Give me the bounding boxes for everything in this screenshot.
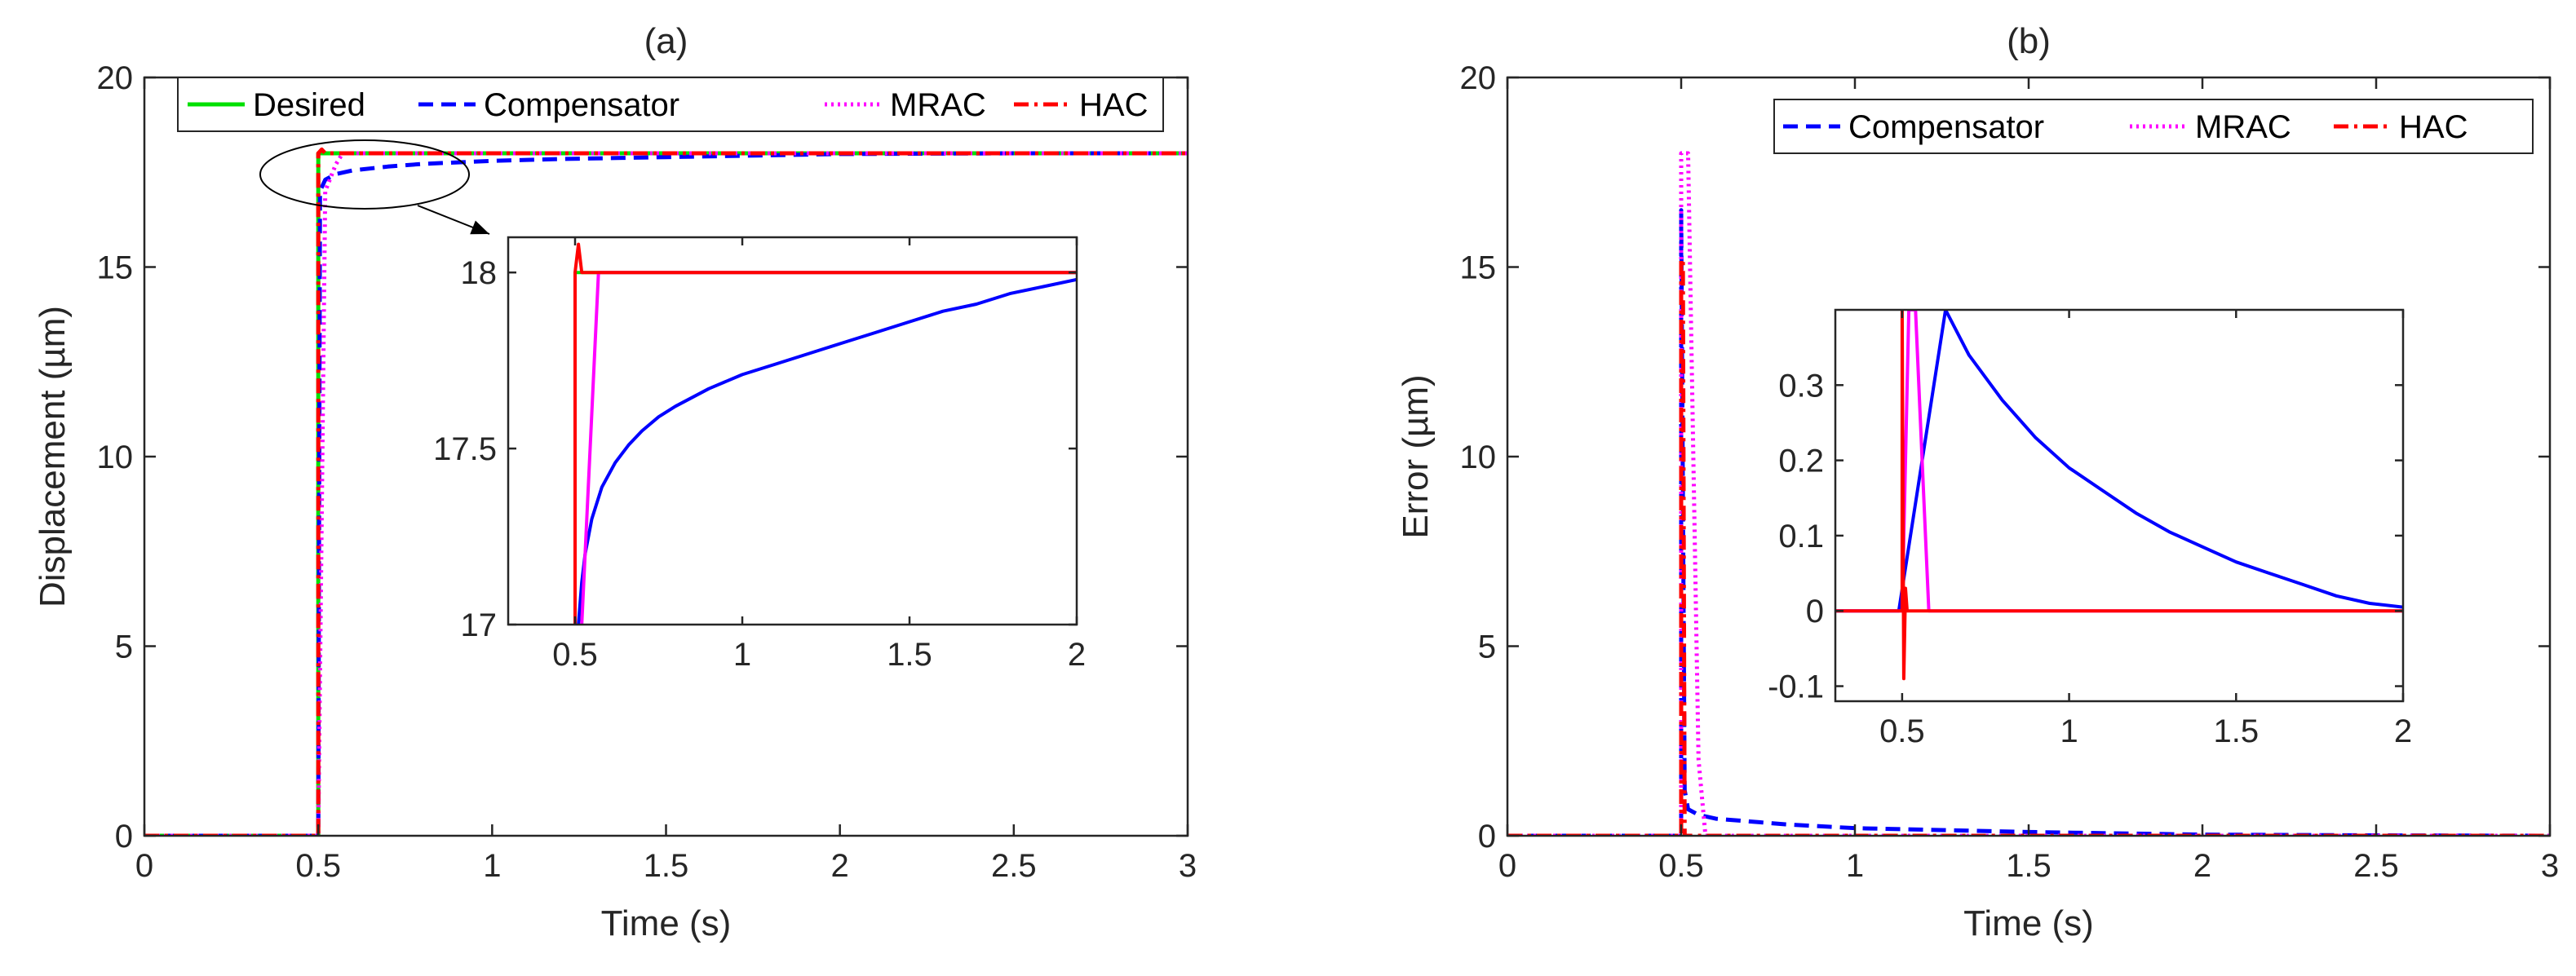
chart-a-xtick-label: 0.5 xyxy=(295,848,341,884)
chart-a-ytick-label: 20 xyxy=(97,60,134,96)
chart-a-xtick-label: 1 xyxy=(483,848,501,884)
chart-a-xtick-label: 1.5 xyxy=(644,848,689,884)
chart-a-ytick-label: 0 xyxy=(115,819,133,855)
chart-b-legend-label: HAC xyxy=(2399,109,2468,145)
chart-a-inset-series-hac xyxy=(573,242,1077,625)
chart-a-inset-xtick-label: 2 xyxy=(1068,637,1086,673)
chart-b-inset-ytick-label: -0.1 xyxy=(1768,669,1824,705)
chart-b-series-compensator xyxy=(1507,208,2550,836)
chart-b-xlabel: Time (s) xyxy=(1963,903,2094,943)
chart-b-inset-ytick-label: 0.2 xyxy=(1778,444,1824,479)
chart-a-series-hac xyxy=(144,147,1188,836)
chart-a-xtick-label: 3 xyxy=(1179,848,1197,884)
chart-a-inset-ytick-label: 17.5 xyxy=(433,431,497,467)
chart-b-inset-ytick-label: 0.1 xyxy=(1778,519,1824,554)
chart-b-legend: Compensator MRAC HAC xyxy=(1773,99,2534,154)
chart-a-zoom-ellipse xyxy=(259,139,470,210)
chart-b-inset-frame xyxy=(1834,308,2405,703)
chart-a-inset-ytick-label: 18 xyxy=(461,255,498,291)
chart-a-title: (a) xyxy=(644,21,688,61)
chart-b-ytick-label: 5 xyxy=(1478,629,1496,665)
chart-a-inset-xtick-label: 1.5 xyxy=(887,637,932,673)
chart-b-xtick-label: 2.5 xyxy=(2353,848,2399,884)
chart-b-inset: 0.5 1 1.5 2 -0.1 0 0.1 0.2 0.3 xyxy=(1768,308,2412,749)
chart-b-xtick-label: 0 xyxy=(1498,848,1516,884)
chart-a-xtick-label: 2.5 xyxy=(991,848,1037,884)
chart-b-title: (b) xyxy=(2007,21,2051,61)
chart-b-legend-box xyxy=(1773,99,2534,154)
chart-b-legend-label: Compensator xyxy=(1848,109,2044,145)
chart-b-xtick-label: 2 xyxy=(2193,848,2211,884)
chart-b-inset-xtick-label: 1 xyxy=(2060,713,2078,749)
chart-a-legend-label: Compensator xyxy=(484,87,679,123)
chart-a-ytick-label: 10 xyxy=(97,439,134,475)
chart-a-inset-xtick-label: 1 xyxy=(733,637,751,673)
chart-a-legend: Desired Compensator MRAC HAC xyxy=(177,77,1164,132)
chart-a-ytick-label: 15 xyxy=(97,250,134,286)
chart-b-inset-xtick-label: 2 xyxy=(2394,713,2412,749)
chart-a: 0 0.5 1 1.5 2 2.5 3 0 5 10 15 20 (a) Time (s) Displace… xyxy=(33,21,1197,943)
chart-a-inset-frame xyxy=(507,236,1078,626)
chart-a-inset-area xyxy=(508,237,1077,625)
chart-b-series-mrac xyxy=(1507,151,2550,836)
chart-b-inset-xtick-label: 0.5 xyxy=(1879,713,1925,749)
chart-b-ylabel: Error (µm) xyxy=(1396,374,1436,538)
chart-b-ytick-label: 0 xyxy=(1478,819,1496,855)
chart-a-inset-series-compensator xyxy=(577,277,1077,625)
chart-a-legend-label: MRAC xyxy=(890,87,986,123)
chart-b-legend-label: MRAC xyxy=(2195,109,2291,145)
chart-a-legend-box xyxy=(177,77,1164,132)
chart-b-inset-series-compensator xyxy=(1835,310,2403,613)
chart-a-ytick-label: 5 xyxy=(115,629,133,665)
chart-b-xtick-label: 3 xyxy=(2541,848,2559,884)
chart-b-inset-series-hac xyxy=(1835,310,2403,681)
chart-b-inset-ytick-label: 0.3 xyxy=(1778,368,1824,404)
chart-a-xtick-label: 2 xyxy=(831,848,849,884)
chart-b-xtick-label: 1 xyxy=(1846,848,1864,884)
chart-b-inset-area xyxy=(1835,310,2403,701)
chart-b-inset-ytick-label: 0 xyxy=(1806,594,1824,629)
chart-b-ytick-label: 10 xyxy=(1460,439,1497,475)
chart-a-inset: 0.5 1 1.5 2 17 17.5 18 xyxy=(433,236,1086,673)
chart-a-zoom-arrowhead xyxy=(470,220,489,235)
chart-a-ylabel: Displacement (µm) xyxy=(33,306,73,607)
chart-a-xtick-label: 0 xyxy=(135,848,153,884)
chart-b-xtick-label: 0.5 xyxy=(1658,848,1704,884)
chart-b-xtick-label: 1.5 xyxy=(2006,848,2052,884)
chart-a-xlabel: Time (s) xyxy=(601,903,732,943)
chart-b-ytick-label: 15 xyxy=(1460,250,1497,286)
chart-a-legend-label: HAC xyxy=(1079,87,1148,123)
chart-a-inset-ytick-label: 17 xyxy=(461,607,498,643)
chart-b-inset-xtick-label: 1.5 xyxy=(2213,713,2259,749)
chart-a-inset-xtick-label: 0.5 xyxy=(552,637,598,673)
chart-b-ytick-label: 20 xyxy=(1460,60,1497,96)
chart-a-legend-label: Desired xyxy=(253,87,365,123)
